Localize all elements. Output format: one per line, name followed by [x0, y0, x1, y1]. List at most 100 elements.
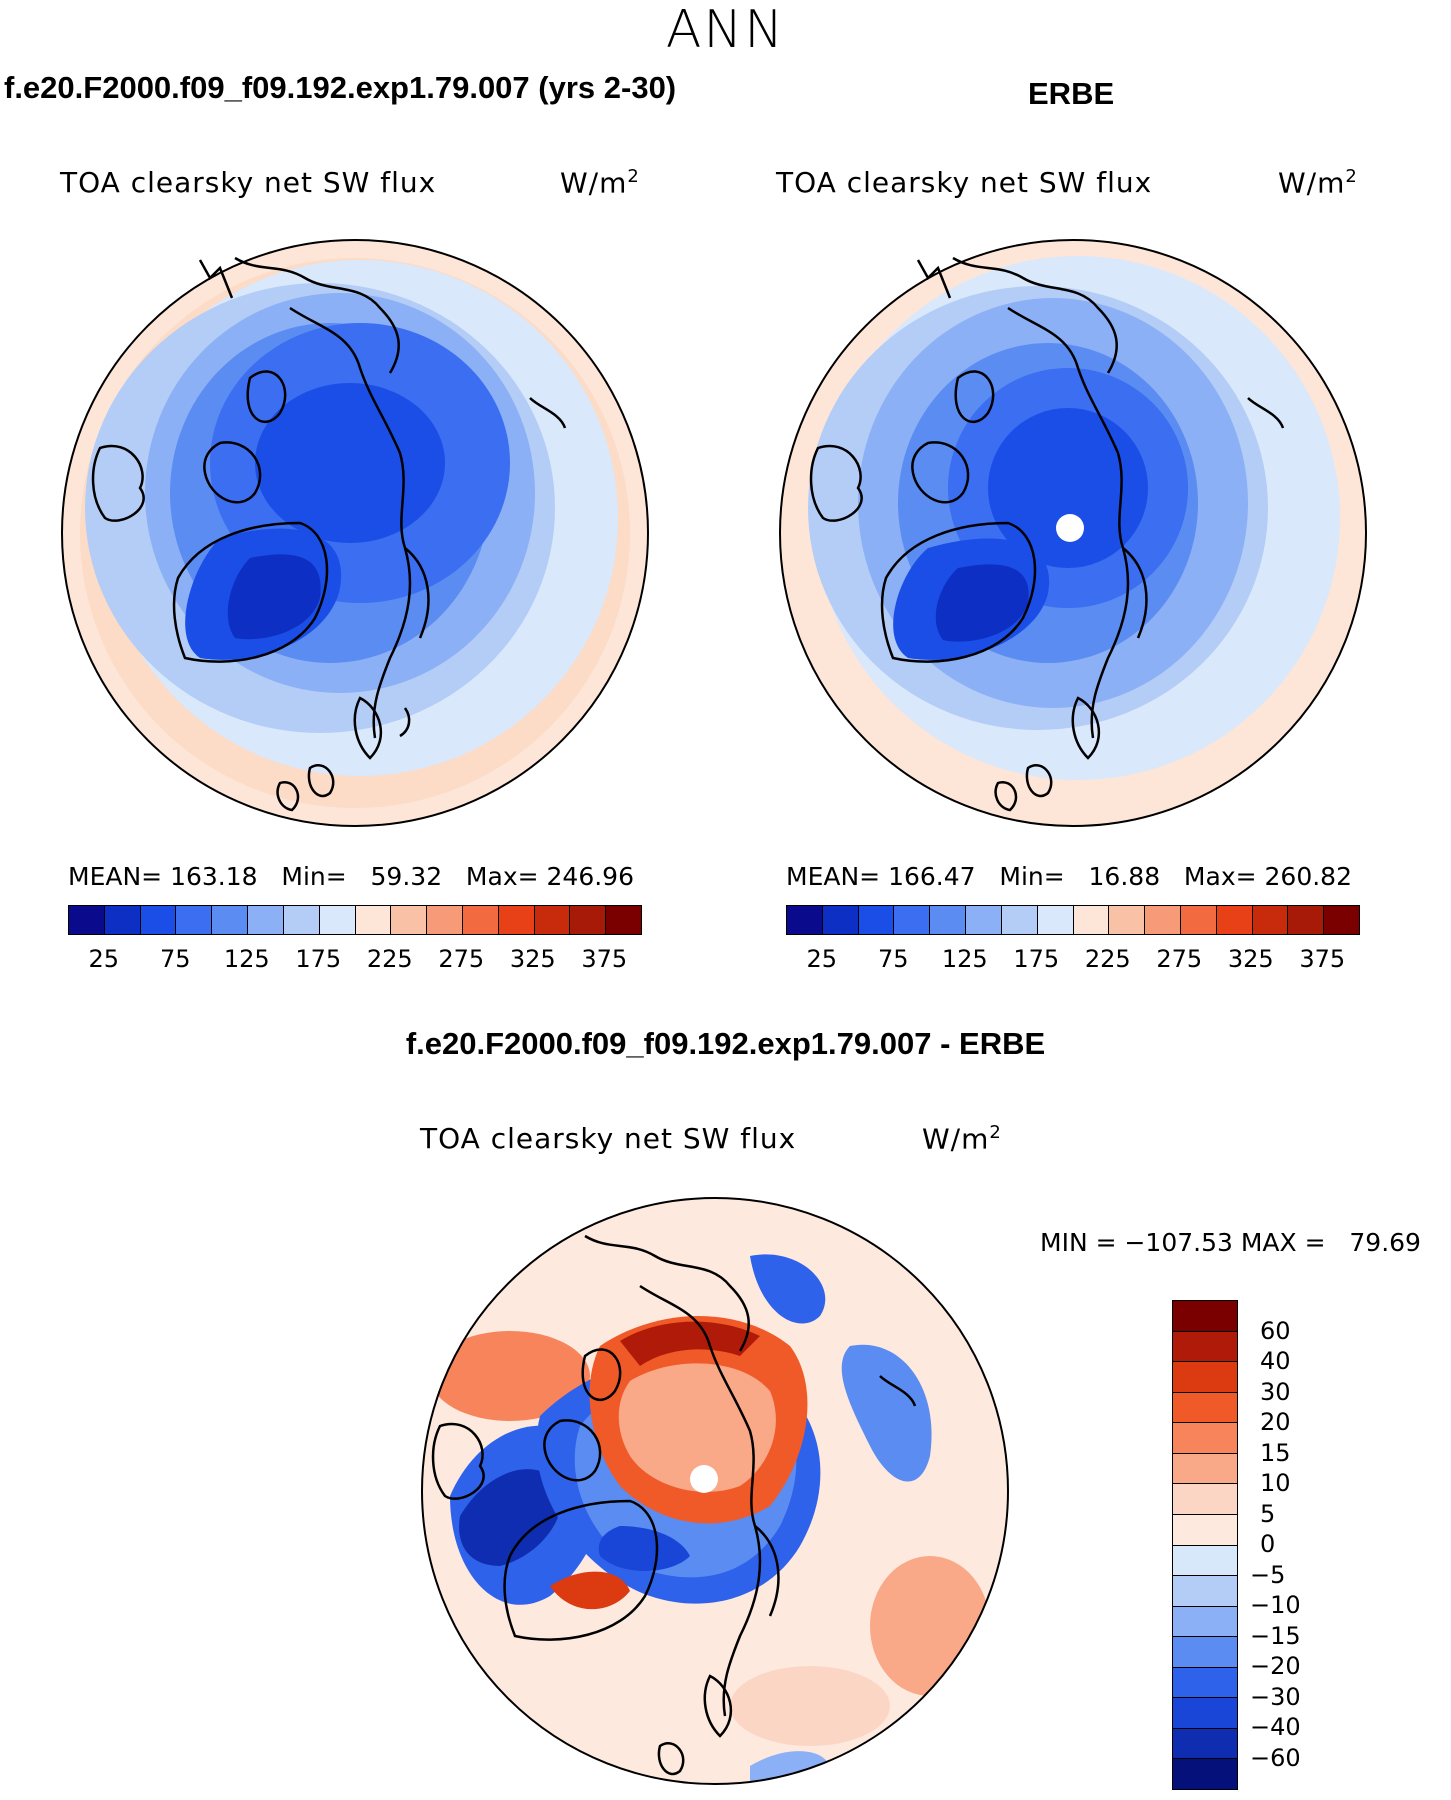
diff-colorbar [1172, 1300, 1238, 1790]
panel2-stats: MEAN= 166.47 Min= 16.88 Max= 260.82 [786, 862, 1352, 891]
panel1-colorbar-ticks: 25 75 125 175 225 275 325 375 [68, 945, 640, 975]
colorbar-swatch [69, 906, 105, 934]
colorbar-swatch [1173, 1667, 1237, 1699]
colorbar-swatch [1173, 1728, 1237, 1760]
colorbar-swatch [1173, 1301, 1237, 1332]
panel2-colorbar [786, 905, 1360, 935]
colorbar-tick-label: 225 [366, 945, 413, 973]
colorbar-swatch [1001, 906, 1038, 934]
colorbar-tick-label: 225 [1084, 945, 1131, 973]
colorbar-tick-label: −10 [1250, 1591, 1301, 1619]
colorbar-swatch [1173, 1759, 1237, 1789]
colorbar-swatch [858, 906, 895, 934]
colorbar-tick-label: 375 [581, 945, 628, 973]
colorbar-swatch [104, 906, 141, 934]
colorbar-swatch [1252, 906, 1289, 934]
colorbar-swatch [930, 906, 967, 934]
colorbar-tick-label: 125 [941, 945, 988, 973]
panel1-stats: MEAN= 163.18 Min= 59.32 Max= 246.96 [68, 862, 634, 891]
colorbar-tick-label: 10 [1260, 1469, 1291, 1497]
diff-subtitle: TOA clearsky net SW flux [420, 1122, 797, 1155]
colorbar-swatch [1173, 1453, 1237, 1485]
colorbar-swatch [1173, 1392, 1237, 1424]
colorbar-tick-label: 75 [159, 945, 191, 973]
colorbar-swatch [283, 906, 320, 934]
diff-units: W/m2 [922, 1122, 1002, 1156]
panel1-map [61, 239, 649, 827]
page-title: ANN [665, 0, 786, 60]
panel1-units: W/m2 [560, 166, 640, 200]
colorbar-tick-label: 75 [877, 945, 909, 973]
colorbar-swatch [1173, 1606, 1237, 1638]
colorbar-tick-label: 30 [1260, 1377, 1291, 1406]
colorbar-swatch [319, 906, 356, 934]
colorbar-swatch [1073, 906, 1110, 934]
colorbar-tick-label: 175 [295, 945, 342, 973]
colorbar-tick-label: 275 [1156, 945, 1203, 973]
colorbar-swatch [1037, 906, 1074, 934]
colorbar-swatch [212, 906, 249, 934]
colorbar-swatch [606, 906, 641, 934]
panel2-map [779, 239, 1367, 827]
diff-heading: f.e20.F2000.f09_f09.192.exp1.79.007 - ER… [405, 1026, 1046, 1061]
colorbar-swatch [822, 906, 859, 934]
colorbar-tick-label: 40 [1260, 1347, 1291, 1375]
colorbar-swatch [462, 906, 499, 934]
colorbar-tick-label: 0 [1260, 1530, 1276, 1558]
colorbar-swatch [1173, 1514, 1237, 1546]
diff-colorbar-ticks: 60 40 30 20 15 10 5 0 −5 −10 −15 −20 −30 −40 −60 [1250, 1300, 1330, 1788]
colorbar-swatch [1180, 906, 1217, 934]
colorbar-tick-label: −15 [1250, 1621, 1301, 1650]
panel2-subtitle: TOA clearsky net SW flux [776, 166, 1153, 199]
colorbar-tick-label: −5 [1250, 1560, 1286, 1589]
colorbar-swatch [140, 906, 177, 934]
colorbar-swatch [534, 906, 571, 934]
colorbar-swatch [1109, 906, 1146, 934]
colorbar-swatch [355, 906, 392, 934]
colorbar-tick-label: 325 [509, 945, 556, 973]
colorbar-swatch [1173, 1545, 1237, 1577]
colorbar-tick-label: −30 [1250, 1682, 1301, 1711]
panel1-subtitle: TOA clearsky net SW flux [60, 166, 437, 199]
panel2-heading: ERBE [1028, 76, 1115, 111]
colorbar-swatch [1173, 1423, 1237, 1454]
colorbar-swatch [1145, 906, 1181, 934]
colorbar-swatch [176, 906, 213, 934]
colorbar-tick-label: 25 [88, 945, 120, 973]
colorbar-tick-label: 125 [223, 945, 270, 973]
colorbar-swatch [498, 906, 535, 934]
panel1-colorbar [68, 905, 642, 935]
colorbar-tick-label: 20 [1260, 1408, 1291, 1436]
colorbar-tick-label: −40 [1250, 1713, 1301, 1741]
colorbar-swatch [787, 906, 823, 934]
colorbar-swatch [966, 906, 1002, 934]
colorbar-swatch [1288, 906, 1325, 934]
panel2-colorbar-ticks: 25 75 125 175 225 275 325 375 [786, 945, 1358, 975]
colorbar-tick-label: 275 [438, 945, 485, 973]
colorbar-swatch [391, 906, 428, 934]
colorbar-swatch [1173, 1637, 1237, 1668]
colorbar-swatch [1173, 1484, 1237, 1515]
colorbar-swatch [894, 906, 931, 934]
colorbar-tick-label: 175 [1013, 945, 1060, 973]
colorbar-swatch [570, 906, 607, 934]
colorbar-tick-label: 60 [1260, 1316, 1291, 1345]
panel2-units: W/m2 [1278, 166, 1358, 200]
colorbar-tick-label: 375 [1299, 945, 1346, 973]
colorbar-tick-label: 15 [1260, 1438, 1291, 1467]
colorbar-swatch [1173, 1698, 1237, 1729]
colorbar-tick-label: −60 [1250, 1743, 1301, 1772]
diff-minmax: MIN = −107.53 MAX = 79.69 [1040, 1228, 1421, 1257]
colorbar-swatch [248, 906, 284, 934]
panel1-heading: f.e20.F2000.f09_f09.192.exp1.79.007 (yrs… [4, 70, 677, 105]
colorbar-swatch [1173, 1331, 1237, 1363]
colorbar-swatch [1173, 1362, 1237, 1393]
colorbar-swatch [1216, 906, 1253, 934]
colorbar-tick-label: 325 [1227, 945, 1274, 973]
colorbar-tick-label: −20 [1250, 1652, 1301, 1680]
colorbar-swatch [1173, 1576, 1237, 1607]
colorbar-tick-label: 25 [806, 945, 838, 973]
diff-map [421, 1197, 1009, 1785]
colorbar-swatch [1324, 906, 1359, 934]
colorbar-swatch [427, 906, 463, 934]
